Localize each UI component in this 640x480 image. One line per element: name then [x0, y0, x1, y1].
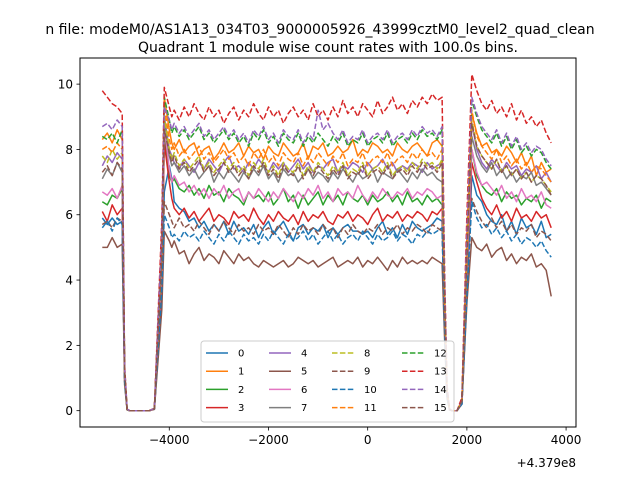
series-line-11 [101, 106, 552, 412]
y-tick-label: 8 [65, 143, 73, 157]
y-tick-label: 10 [58, 78, 73, 92]
series-layer [101, 73, 552, 412]
legend-label-0: 0 [238, 349, 244, 360]
x-tick-label: 2000 [452, 433, 483, 447]
series-line-12 [101, 96, 552, 412]
legend-label-7: 7 [301, 403, 307, 414]
legend-label-8: 8 [364, 349, 370, 360]
legend-label-6: 6 [301, 385, 307, 396]
y-tick-label: 6 [65, 208, 73, 222]
x-axis: −4000 −2000 0 2000 4000 [149, 427, 581, 447]
series-line-3 [101, 142, 552, 412]
x-tick-label: 0 [364, 433, 372, 447]
legend-frame [200, 340, 455, 423]
series-line-7 [101, 119, 552, 412]
series-line-13 [101, 73, 552, 412]
y-tick-label: 4 [65, 274, 73, 288]
legend-label-3: 3 [238, 403, 244, 414]
legend-label-12: 12 [434, 349, 447, 360]
series-line-9 [101, 197, 552, 412]
legend-label-14: 14 [434, 385, 447, 396]
legend-label-10: 10 [364, 385, 377, 396]
series-line-8 [101, 116, 552, 412]
legend-label-15: 15 [434, 403, 447, 414]
legend-label-9: 9 [364, 367, 370, 378]
y-tick-label: 0 [65, 404, 73, 418]
legend-label-1: 1 [238, 367, 244, 378]
legend-label-5: 5 [301, 367, 307, 378]
x-offset-label: +4.379e8 [517, 456, 576, 470]
legend-label-2: 2 [238, 385, 244, 396]
x-tick-label: −2000 [248, 433, 289, 447]
axes-frame [79, 57, 577, 428]
x-tick-label: −4000 [149, 433, 190, 447]
x-tick-label: 4000 [551, 433, 582, 447]
series-line-6 [101, 125, 552, 412]
series-line-15 [101, 122, 552, 412]
plot-title: Quadrant 1 module wise count rates with … [138, 40, 518, 56]
legend-label-4: 4 [301, 349, 307, 360]
y-axis: 0 2 4 6 8 10 [58, 78, 80, 418]
y-tick-label: 2 [65, 339, 73, 353]
series-line-14 [101, 96, 552, 412]
series-line-10 [101, 200, 552, 412]
figure-suptitle: n file: modeM0/AS1A13_034T03_9000005926_… [45, 22, 594, 38]
series-line-5 [102, 230, 552, 412]
legend-label-13: 13 [434, 367, 447, 378]
legend-label-11: 11 [364, 403, 377, 414]
